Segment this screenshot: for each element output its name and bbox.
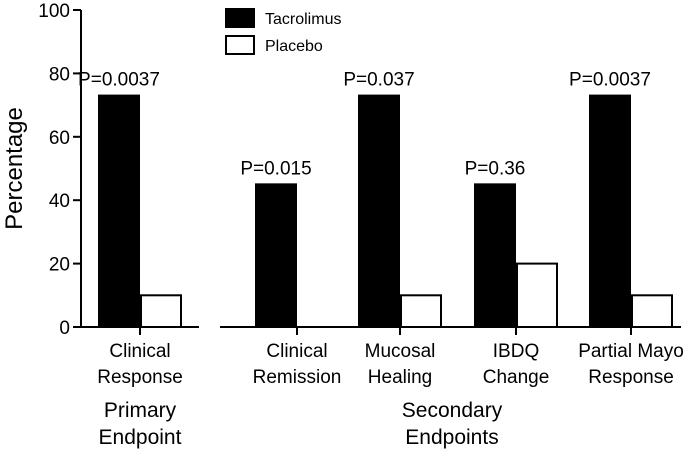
p-value-label: P=0.015 [240,158,311,179]
bar-placebo [400,294,442,328]
x-category-label: Remission [253,367,342,388]
y-tick-label: 60 [49,128,70,149]
bar-tacrolimus [255,183,297,328]
x-category-label: Clinical [266,341,327,362]
legend-label: Placebo [265,38,323,55]
legend-label: Tacrolimus [265,11,341,28]
x-category-label: Healing [368,367,432,388]
x-category-label: IBDQ [493,341,539,362]
bar-placebo [516,262,558,329]
x-category-label: Mucosal [365,341,436,362]
group-label: Secondary [402,399,503,422]
p-value-label: P=0.0037 [569,70,651,91]
group-label: Endpoint [99,426,182,449]
bar-tacrolimus [98,94,140,328]
bar-placebo [631,294,673,328]
legend-swatch [225,8,255,28]
x-category-label: Response [97,367,183,388]
p-value-label: P=0.36 [465,158,526,179]
bar-tacrolimus [589,94,631,328]
p-value-label: P=0.0037 [78,70,160,91]
y-tick-label: 40 [49,191,70,212]
y-tick-label: 20 [49,255,70,276]
y-tick-label: 0 [59,318,70,339]
x-category-label: Partial Mayo [578,341,684,362]
x-category-label: Change [483,367,550,388]
x-category-label: Clinical [109,341,170,362]
y-tick-label: 100 [38,1,70,22]
y-tick-label: 80 [49,64,70,85]
p-value-label: P=0.037 [343,70,414,91]
group-label: Primary [104,399,177,422]
legend-swatch [225,35,255,55]
bar-tacrolimus [474,183,516,328]
bar-placebo [140,294,182,328]
x-category-label: Response [588,367,674,388]
bar-tacrolimus [358,94,400,328]
y-axis-title: Percentage [1,107,28,230]
group-label: Endpoints [405,426,498,449]
